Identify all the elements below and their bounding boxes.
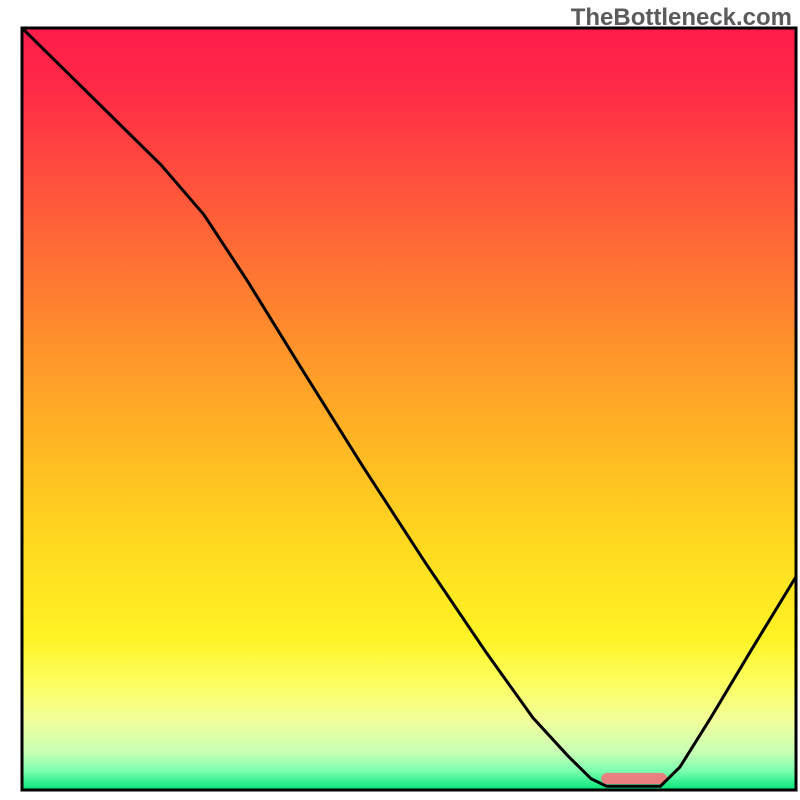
- chart-root: TheBottleneck.com: [0, 0, 800, 800]
- optimum-marker: [601, 773, 667, 784]
- watermark-attribution: TheBottleneck.com: [571, 4, 792, 32]
- gradient-chart: [0, 0, 800, 800]
